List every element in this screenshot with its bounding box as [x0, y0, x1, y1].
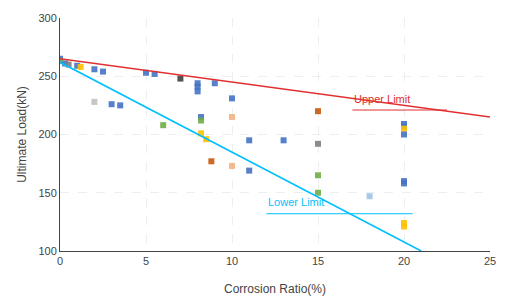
svg-text:15: 15: [312, 255, 324, 267]
svg-text:Upper Limit: Upper Limit: [354, 93, 410, 105]
svg-text:Corrosion Ratio(%): Corrosion Ratio(%): [224, 282, 326, 296]
svg-text:300: 300: [38, 12, 56, 24]
svg-text:5: 5: [143, 255, 149, 267]
svg-text:200: 200: [38, 128, 56, 140]
svg-text:25: 25: [484, 255, 496, 267]
svg-text:20: 20: [398, 255, 410, 267]
svg-text:100: 100: [38, 245, 56, 257]
svg-text:Lower Limit: Lower Limit: [268, 196, 324, 208]
svg-text:250: 250: [38, 70, 56, 82]
svg-text:150: 150: [38, 187, 56, 199]
svg-text:10: 10: [226, 255, 238, 267]
svg-text:Ultimate Load(kN): Ultimate Load(kN): [15, 86, 29, 183]
svg-text:0: 0: [57, 255, 63, 267]
